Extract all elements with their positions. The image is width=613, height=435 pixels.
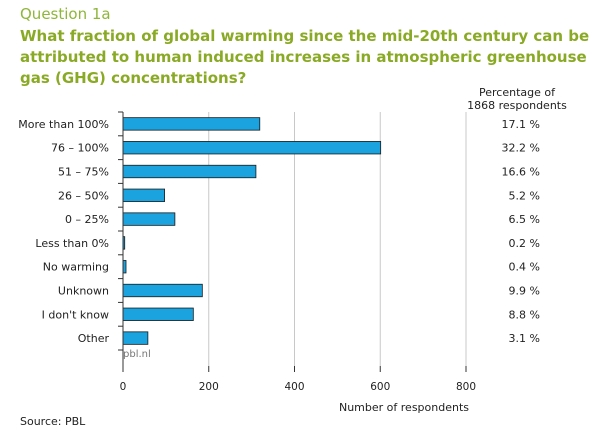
percentage-header-line1: Percentage of: [479, 86, 555, 99]
percentage-labels: 17.1 % 32.2 % 16.6 % 5.2 % 6.5 % 0.2 % 0.4 % 9.…: [502, 118, 540, 345]
category-label-5: Less than 0%: [35, 237, 109, 250]
percentage-header: Percentage of 1868 respondents: [462, 86, 572, 112]
x-axis-label: Number of respondents: [339, 401, 469, 414]
watermark: pbl.nl: [123, 349, 151, 360]
x-tick-labels: 0 200 400 600 800: [120, 381, 476, 393]
percentage-header-line2: 1868 respondents: [467, 99, 567, 112]
bar-1: [122, 141, 382, 155]
percentage-label-0: 17.1 %: [502, 118, 540, 131]
bar-2: [122, 164, 257, 179]
bar-9: [122, 331, 149, 345]
bar-8: [122, 307, 194, 321]
percentage-label-9: 3.1 %: [509, 332, 540, 345]
category-label-9: Other: [78, 332, 110, 345]
bar-3: [122, 188, 165, 202]
bar-4: [122, 212, 176, 226]
bar-0: [122, 117, 261, 131]
x-tick-label-200: 200: [199, 381, 219, 393]
category-label-8: I don't know: [42, 308, 109, 321]
source-note: Source: PBL: [20, 415, 86, 428]
x-tick-label-400: 400: [284, 381, 304, 393]
percentage-label-2: 16.6 %: [502, 166, 540, 179]
category-label-6: No warming: [43, 261, 109, 274]
category-label-3: 26 – 50%: [58, 189, 109, 202]
category-label-1: 76 – 100%: [51, 142, 109, 155]
question-number: Question 1a: [20, 5, 111, 23]
bar-7: [122, 283, 203, 298]
bars: [122, 117, 382, 345]
question-title: What fraction of global warming since th…: [20, 27, 590, 87]
x-tick-label-600: 600: [370, 381, 390, 393]
percentage-label-6: 0.4 %: [509, 261, 540, 274]
percentage-label-1: 32.2 %: [502, 142, 540, 155]
category-label-0: More than 100%: [18, 118, 109, 131]
category-label-2: 51 – 75%: [58, 166, 109, 179]
percentage-label-4: 6.5 %: [509, 213, 540, 226]
category-labels: More than 100% 76 – 100% 51 – 75% 26 – 50% 0…: [18, 118, 109, 345]
category-label-4: 0 – 25%: [65, 213, 109, 226]
axes: [118, 111, 467, 372]
percentage-label-8: 8.8 %: [509, 308, 540, 321]
percentage-label-5: 0.2 %: [509, 237, 540, 250]
percentage-label-3: 5.2 %: [509, 189, 540, 202]
percentage-label-7: 9.9 %: [509, 285, 540, 298]
category-label-7: Unknown: [58, 285, 109, 298]
x-tick-label-800: 800: [456, 381, 476, 393]
x-tick-label-0: 0: [120, 381, 127, 393]
